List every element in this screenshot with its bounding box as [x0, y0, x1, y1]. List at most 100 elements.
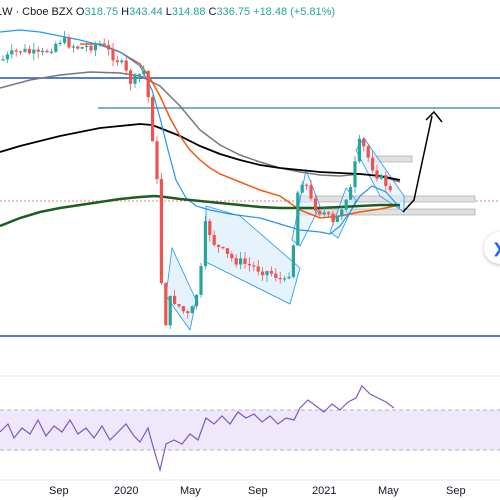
candle-body[interactable] — [269, 271, 273, 274]
candle-body[interactable] — [225, 248, 229, 254]
candle-body[interactable] — [340, 209, 344, 217]
candle-body[interactable] — [291, 245, 295, 277]
candle-body[interactable] — [208, 221, 212, 236]
candle-body[interactable] — [252, 265, 256, 267]
candle-body[interactable] — [221, 246, 225, 249]
candle-body[interactable] — [296, 192, 300, 246]
candle-body[interactable] — [41, 50, 45, 53]
candle-body[interactable] — [58, 42, 62, 45]
candle-body[interactable] — [203, 221, 207, 267]
candle-body[interactable] — [344, 199, 348, 210]
candle-body[interactable] — [199, 266, 203, 295]
candle-body[interactable] — [212, 235, 216, 245]
candle-body[interactable] — [217, 244, 221, 247]
candle-body[interactable] — [357, 138, 361, 162]
candle-body[interactable] — [234, 258, 238, 265]
candle-body[interactable] — [32, 49, 36, 54]
candle-body[interactable] — [45, 50, 49, 53]
ma-green-line[interactable] — [0, 194, 400, 228]
candle-body[interactable] — [261, 271, 265, 276]
candle-body[interactable] — [146, 71, 150, 98]
candle-body[interactable] — [181, 306, 185, 312]
candle-body[interactable] — [331, 213, 335, 223]
candle-body[interactable] — [107, 45, 111, 50]
candle-body[interactable] — [71, 46, 75, 48]
candle-body[interactable] — [371, 157, 375, 171]
projection-arrow[interactable] — [402, 115, 433, 213]
candle-body[interactable] — [111, 49, 115, 61]
candle-body[interactable] — [265, 271, 269, 276]
candle-body[interactable] — [5, 54, 9, 60]
candle-body[interactable] — [168, 295, 172, 326]
candle-body[interactable] — [98, 43, 102, 45]
candle-body[interactable] — [155, 141, 159, 180]
candle-body[interactable] — [173, 295, 177, 305]
candle-body[interactable] — [239, 258, 243, 265]
candle-body[interactable] — [151, 97, 155, 142]
candle-body[interactable] — [63, 37, 67, 43]
candle-body[interactable] — [54, 43, 58, 52]
candle-body[interactable] — [133, 75, 137, 84]
symbol-legend[interactable]: 1W · Cboe BZX O318.75 H343.44 L314.88 C3… — [0, 4, 335, 20]
candle-body[interactable] — [159, 179, 163, 284]
candle-body[interactable] — [274, 273, 278, 279]
candle-body[interactable] — [190, 306, 194, 314]
candle-body[interactable] — [349, 187, 353, 200]
candle-body[interactable] — [362, 138, 366, 147]
candle-body[interactable] — [85, 45, 89, 48]
candle-body[interactable] — [23, 48, 27, 52]
candle-body[interactable] — [243, 258, 247, 264]
candle-body[interactable] — [142, 71, 146, 75]
candle-body[interactable] — [322, 212, 326, 215]
candle-body[interactable] — [375, 170, 379, 179]
rsi-line[interactable] — [0, 384, 395, 473]
candle-body[interactable] — [247, 263, 251, 266]
candle-body[interactable] — [76, 46, 80, 49]
main-pane[interactable] — [0, 29, 500, 337]
candle-body[interactable] — [10, 50, 14, 55]
pattern-channel-2[interactable] — [205, 205, 301, 305]
support-box[interactable] — [299, 208, 476, 216]
candle-body[interactable] — [102, 43, 106, 46]
scroll-to-realtime-button[interactable]: ❯ — [484, 232, 500, 264]
candle-body[interactable] — [19, 51, 23, 53]
candle-body[interactable] — [318, 210, 322, 215]
candle-body[interactable] — [283, 278, 287, 280]
candle-body[interactable] — [49, 51, 53, 53]
candle-body[interactable] — [353, 161, 357, 188]
candle-body[interactable] — [230, 253, 234, 259]
candle-body[interactable] — [93, 44, 97, 51]
candle-body[interactable] — [120, 60, 124, 63]
candle-body[interactable] — [384, 175, 388, 187]
candlestick-series[interactable] — [1, 31, 392, 330]
candle-body[interactable] — [67, 37, 71, 48]
candle-body[interactable] — [36, 49, 40, 52]
ma-gray-line[interactable] — [0, 71, 401, 183]
candle-body[interactable] — [186, 311, 190, 314]
candle-body[interactable] — [256, 266, 260, 272]
candle-body[interactable] — [309, 185, 313, 199]
candle-body[interactable] — [388, 186, 392, 191]
candle-body[interactable] — [366, 146, 370, 158]
candle-body[interactable] — [89, 45, 93, 51]
candle-body[interactable] — [129, 70, 133, 84]
candle-body[interactable] — [305, 184, 309, 186]
x-axis[interactable]: Sep 2020 May Sep 2021 May Sep — [49, 485, 466, 497]
candle-body[interactable] — [379, 175, 383, 179]
candle-body[interactable] — [164, 283, 168, 326]
candle-body[interactable] — [300, 184, 304, 193]
candle-body[interactable] — [335, 216, 339, 223]
rsi-pane[interactable] — [0, 384, 500, 473]
candle-body[interactable] — [177, 304, 181, 307]
candle-body[interactable] — [287, 276, 291, 279]
candle-body[interactable] — [327, 212, 331, 214]
candle-body[interactable] — [27, 48, 31, 54]
candle-body[interactable] — [115, 60, 119, 63]
candle-body[interactable] — [1, 59, 5, 61]
candle-body[interactable] — [313, 198, 317, 211]
candle-body[interactable] — [80, 47, 84, 49]
candle-body[interactable] — [14, 50, 18, 52]
candle-body[interactable] — [195, 294, 199, 307]
candle-body[interactable] — [124, 60, 128, 71]
